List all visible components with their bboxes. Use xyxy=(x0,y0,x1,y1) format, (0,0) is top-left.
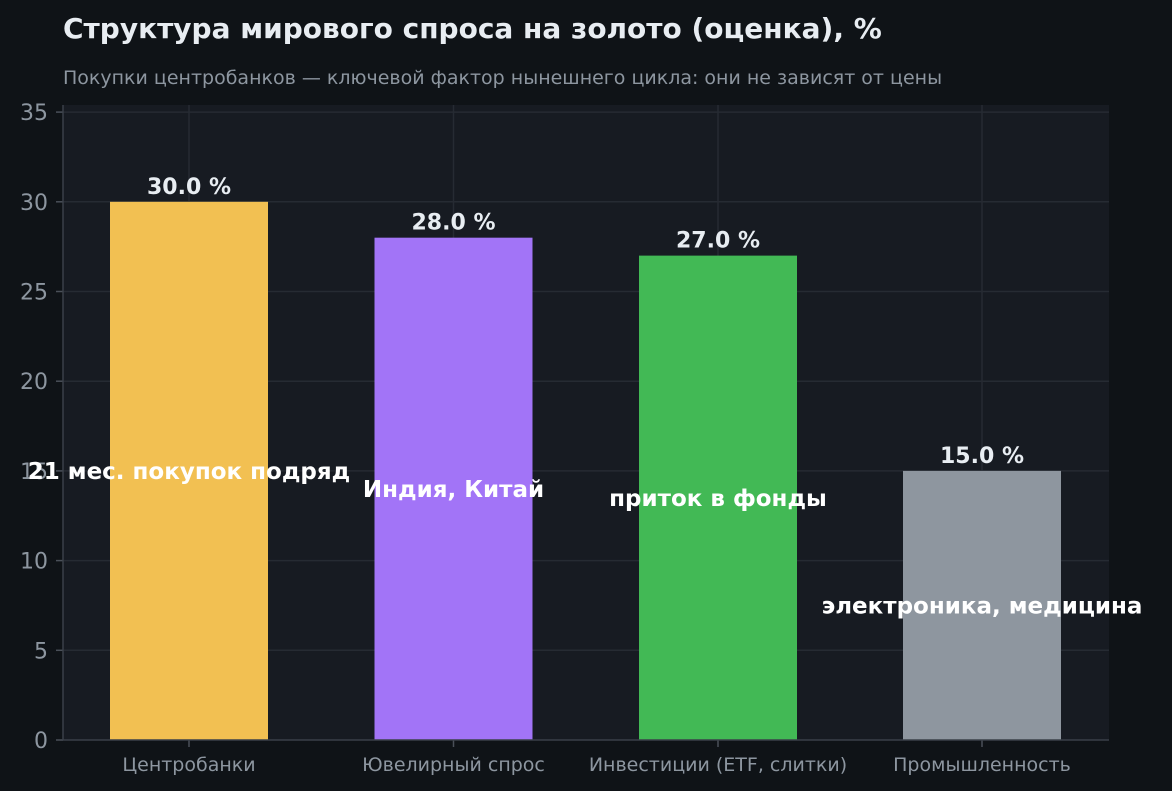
bar-annotation: электроника, медицина xyxy=(822,593,1143,619)
axes: 0 5 10 15 20 25 30 35 Центробанки Ювелирный спрос… xyxy=(20,101,1109,776)
bar-value-label: 28.0 % xyxy=(412,211,496,236)
bar-3 xyxy=(639,255,797,740)
y-tick-label: 35 xyxy=(20,101,48,126)
bar-4 xyxy=(903,470,1061,740)
bar-value-label: 27.0 % xyxy=(676,229,760,254)
bar-annotation: приток в фонды xyxy=(609,486,827,512)
chart-subtitle: Покупки центробанков — ключевой фактор н… xyxy=(63,67,942,89)
x-tick-label: Центробанки xyxy=(122,754,255,776)
bar-value-label: 15.0 % xyxy=(940,444,1024,469)
y-tick-label: 10 xyxy=(20,550,48,575)
y-tick-label: 25 xyxy=(20,281,48,306)
annotations: 21 мес. покупок подряд Индия, Китай приток… xyxy=(28,459,1143,620)
y-tick-label: 0 xyxy=(34,729,48,754)
bar-annotation: Индия, Китай xyxy=(363,477,544,503)
y-tick-label: 20 xyxy=(20,370,48,395)
chart-title: Структура мирового спроса на золото (оце… xyxy=(63,12,882,45)
x-tick-label: Инвестиции (ETF, слитки) xyxy=(589,754,847,776)
bars xyxy=(110,201,1061,741)
x-tick-label: Ювелирный спрос xyxy=(362,754,545,776)
bar-2 xyxy=(374,237,533,740)
bar-value-label: 30.0 % xyxy=(147,175,231,200)
y-tick-label: 15 xyxy=(20,460,48,485)
y-tick-label: 30 xyxy=(20,191,48,216)
y-tick-label: 5 xyxy=(34,639,48,664)
value-labels: 30.0 % 28.0 % 27.0 % 15.0 % xyxy=(147,175,1024,469)
x-tick-label: Промышленность xyxy=(893,754,1071,776)
bar-annotation: 21 мес. покупок подряд xyxy=(28,459,350,485)
bar-1 xyxy=(110,201,268,741)
